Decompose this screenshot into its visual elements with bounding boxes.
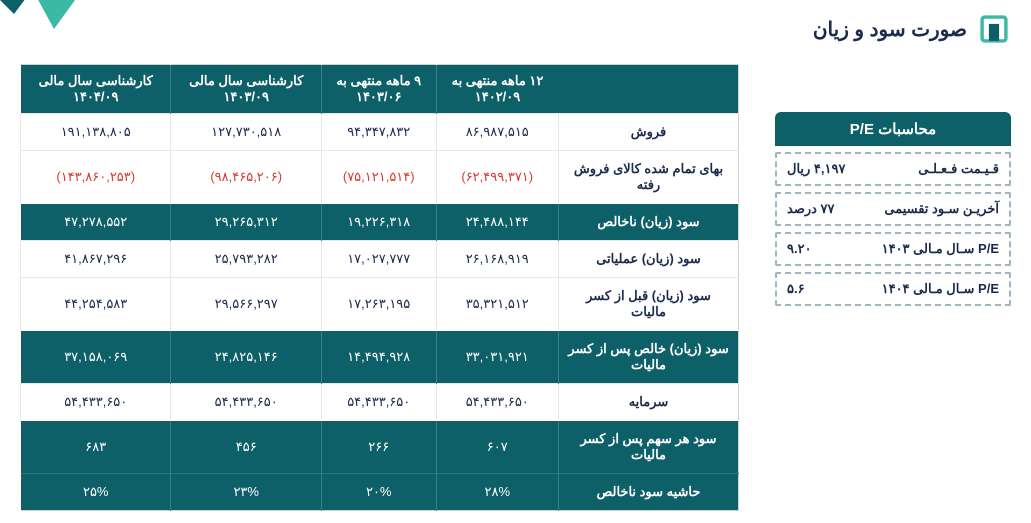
income-table-wrapper: ۱۲ ماهه منتهی به۱۴۰۲/۰۹۹ ماهه منتهی به۱۴… (20, 64, 739, 511)
pe-panel-title: محاسبات P/E (775, 112, 1011, 146)
cell-value: (۹۸,۴۶۵,۲۰۶) (171, 151, 321, 204)
table-row: فروش۸۶,۹۸۷,۵۱۵۹۴,۳۴۷,۸۳۲۱۲۷,۷۳۰,۵۱۸۱۹۱,۱… (21, 114, 739, 151)
row-label: حاشیه سود ناخالص (559, 474, 739, 511)
table-row: سود (زیان) خالص پس از کسر مالیات۳۳,۰۳۱,۹… (21, 331, 739, 384)
cell-value: (۷۵,۱۲۱,۵۱۴) (321, 151, 436, 204)
table-row: سود (زیان) ناخالص۲۴,۴۸۸,۱۴۴۱۹,۲۲۶,۳۱۸۲۹,… (21, 204, 739, 241)
cell-value: ۲۵% (21, 474, 171, 511)
pe-row-label: P/E سـال مـالی ۱۴۰۴ (882, 281, 999, 297)
cell-value: (۱۴۳,۸۶۰,۲۵۳) (21, 151, 171, 204)
pe-row: قـیـمت فـعـلـی ۴,۱۹۷ ریال (775, 152, 1011, 186)
cell-value: ۲۴,۴۸۸,۱۴۴ (436, 204, 558, 241)
pe-row-label: قـیـمت فـعـلـی (918, 161, 999, 177)
income-statement-table: ۱۲ ماهه منتهی به۱۴۰۲/۰۹۹ ماهه منتهی به۱۴… (20, 64, 739, 511)
table-row: بهای تمام شده کالای فروش رفته(۶۲,۴۹۹,۳۷۱… (21, 151, 739, 204)
pe-row-value: ۵.۶ (787, 281, 805, 297)
cell-value: ۳۵,۳۲۱,۵۱۲ (436, 278, 558, 331)
table-row: حاشیه سود ناخالص۲۸%۲۰%۲۳%۲۵% (21, 474, 739, 511)
table-row: سود هر سهم پس از کسر مالیات۶۰۷۲۶۶۴۵۶۶۸۳ (21, 421, 739, 474)
cell-value: ۳۳,۰۳۱,۹۲۱ (436, 331, 558, 384)
row-label: سود (زیان) عملیاتی (559, 241, 739, 278)
pe-row: آخریـن سـود تقسیمی ۷۷ درصد (775, 192, 1011, 226)
cell-value: ۱۷,۲۶۳,۱۹۵ (321, 278, 436, 331)
cell-value: ۳۷,۱۵۸,۰۶۹ (21, 331, 171, 384)
pe-row-value: ۴,۱۹۷ ریال (787, 161, 845, 177)
col-header: کارشناسی سال مالی۱۴۰۳/۰۹ (171, 65, 321, 114)
row-label: سرمایه (559, 384, 739, 421)
cell-value: ۵۴,۴۳۳,۶۵۰ (21, 384, 171, 421)
table-header-row: ۱۲ ماهه منتهی به۱۴۰۲/۰۹۹ ماهه منتهی به۱۴… (21, 65, 739, 114)
cell-value: ۵۴,۴۳۳,۶۵۰ (171, 384, 321, 421)
cell-value: ۱۴,۴۹۴,۹۲۸ (321, 331, 436, 384)
cell-value: ۴۵۶ (171, 421, 321, 474)
row-label: سود (زیان) ناخالص (559, 204, 739, 241)
col-header: ۱۲ ماهه منتهی به۱۴۰۲/۰۹ (436, 65, 558, 114)
cell-value: ۱۲۷,۷۳۰,۵۱۸ (171, 114, 321, 151)
table-row: سود (زیان) عملیاتی۲۶,۱۶۸,۹۱۹۱۷,۰۲۷,۷۷۷۲۵… (21, 241, 739, 278)
cell-value: ۱۹۱,۱۳۸,۸۰۵ (21, 114, 171, 151)
cell-value: ۲۳% (171, 474, 321, 511)
col-header-label (559, 65, 739, 114)
pe-row-label: P/E سـال مـالی ۱۴۰۳ (882, 241, 999, 257)
page-title: صورت سود و زیان (813, 17, 967, 42)
cell-value: ۴۴,۲۵۴,۵۸۳ (21, 278, 171, 331)
cell-value: ۱۷,۰۲۷,۷۷۷ (321, 241, 436, 278)
cell-value: ۶۸۳ (21, 421, 171, 474)
table-row: سرمایه۵۴,۴۳۳,۶۵۰۵۴,۴۳۳,۶۵۰۵۴,۴۳۳,۶۵۰۵۴,۴… (21, 384, 739, 421)
row-label: سود (زیان) قبل از کسر مالیات (559, 278, 739, 331)
col-header: کارشناسی سال مالی۱۴۰۴/۰۹ (21, 65, 171, 114)
cell-value: ۶۰۷ (436, 421, 558, 474)
row-label: بهای تمام شده کالای فروش رفته (559, 151, 739, 204)
cell-value: ۸۶,۹۸۷,۵۱۵ (436, 114, 558, 151)
logo-icon (977, 12, 1011, 46)
cell-value: ۲۰% (321, 474, 436, 511)
page-header: صورت سود و زیان (20, 12, 1011, 46)
cell-value: ۱۹,۲۲۶,۳۱۸ (321, 204, 436, 241)
row-label: سود هر سهم پس از کسر مالیات (559, 421, 739, 474)
cell-value: ۲۹,۵۶۶,۲۹۷ (171, 278, 321, 331)
pe-row-value: ۷۷ درصد (787, 201, 835, 217)
pe-row: P/E سـال مـالی ۱۴۰۳ ۹.۲۰ (775, 232, 1011, 266)
pe-row-label: آخریـن سـود تقسیمی (884, 201, 999, 217)
cell-value: ۵۴,۴۳۳,۶۵۰ (321, 384, 436, 421)
cell-value: (۶۲,۴۹۹,۳۷۱) (436, 151, 558, 204)
cell-value: ۴۱,۸۶۷,۲۹۶ (21, 241, 171, 278)
row-label: فروش (559, 114, 739, 151)
cell-value: ۲۶,۱۶۸,۹۱۹ (436, 241, 558, 278)
cell-value: ۲۶۶ (321, 421, 436, 474)
cell-value: ۲۸% (436, 474, 558, 511)
pe-panel: محاسبات P/E قـیـمت فـعـلـی ۴,۱۹۷ ریال آخری… (775, 112, 1011, 306)
cell-value: ۲۵,۷۹۳,۲۸۲ (171, 241, 321, 278)
cell-value: ۲۴,۸۲۵,۱۴۶ (171, 331, 321, 384)
pe-row: P/E سـال مـالی ۱۴۰۴ ۵.۶ (775, 272, 1011, 306)
cell-value: ۲۹,۲۶۵,۳۱۲ (171, 204, 321, 241)
cell-value: ۵۴,۴۳۳,۶۵۰ (436, 384, 558, 421)
pe-row-value: ۹.۲۰ (787, 241, 812, 257)
cell-value: ۹۴,۳۴۷,۸۳۲ (321, 114, 436, 151)
col-header: ۹ ماهه منتهی به۱۴۰۳/۰۶ (321, 65, 436, 114)
row-label: سود (زیان) خالص پس از کسر مالیات (559, 331, 739, 384)
cell-value: ۴۷,۲۷۸,۵۵۲ (21, 204, 171, 241)
table-row: سود (زیان) قبل از کسر مالیات۳۵,۳۲۱,۵۱۲۱۷… (21, 278, 739, 331)
